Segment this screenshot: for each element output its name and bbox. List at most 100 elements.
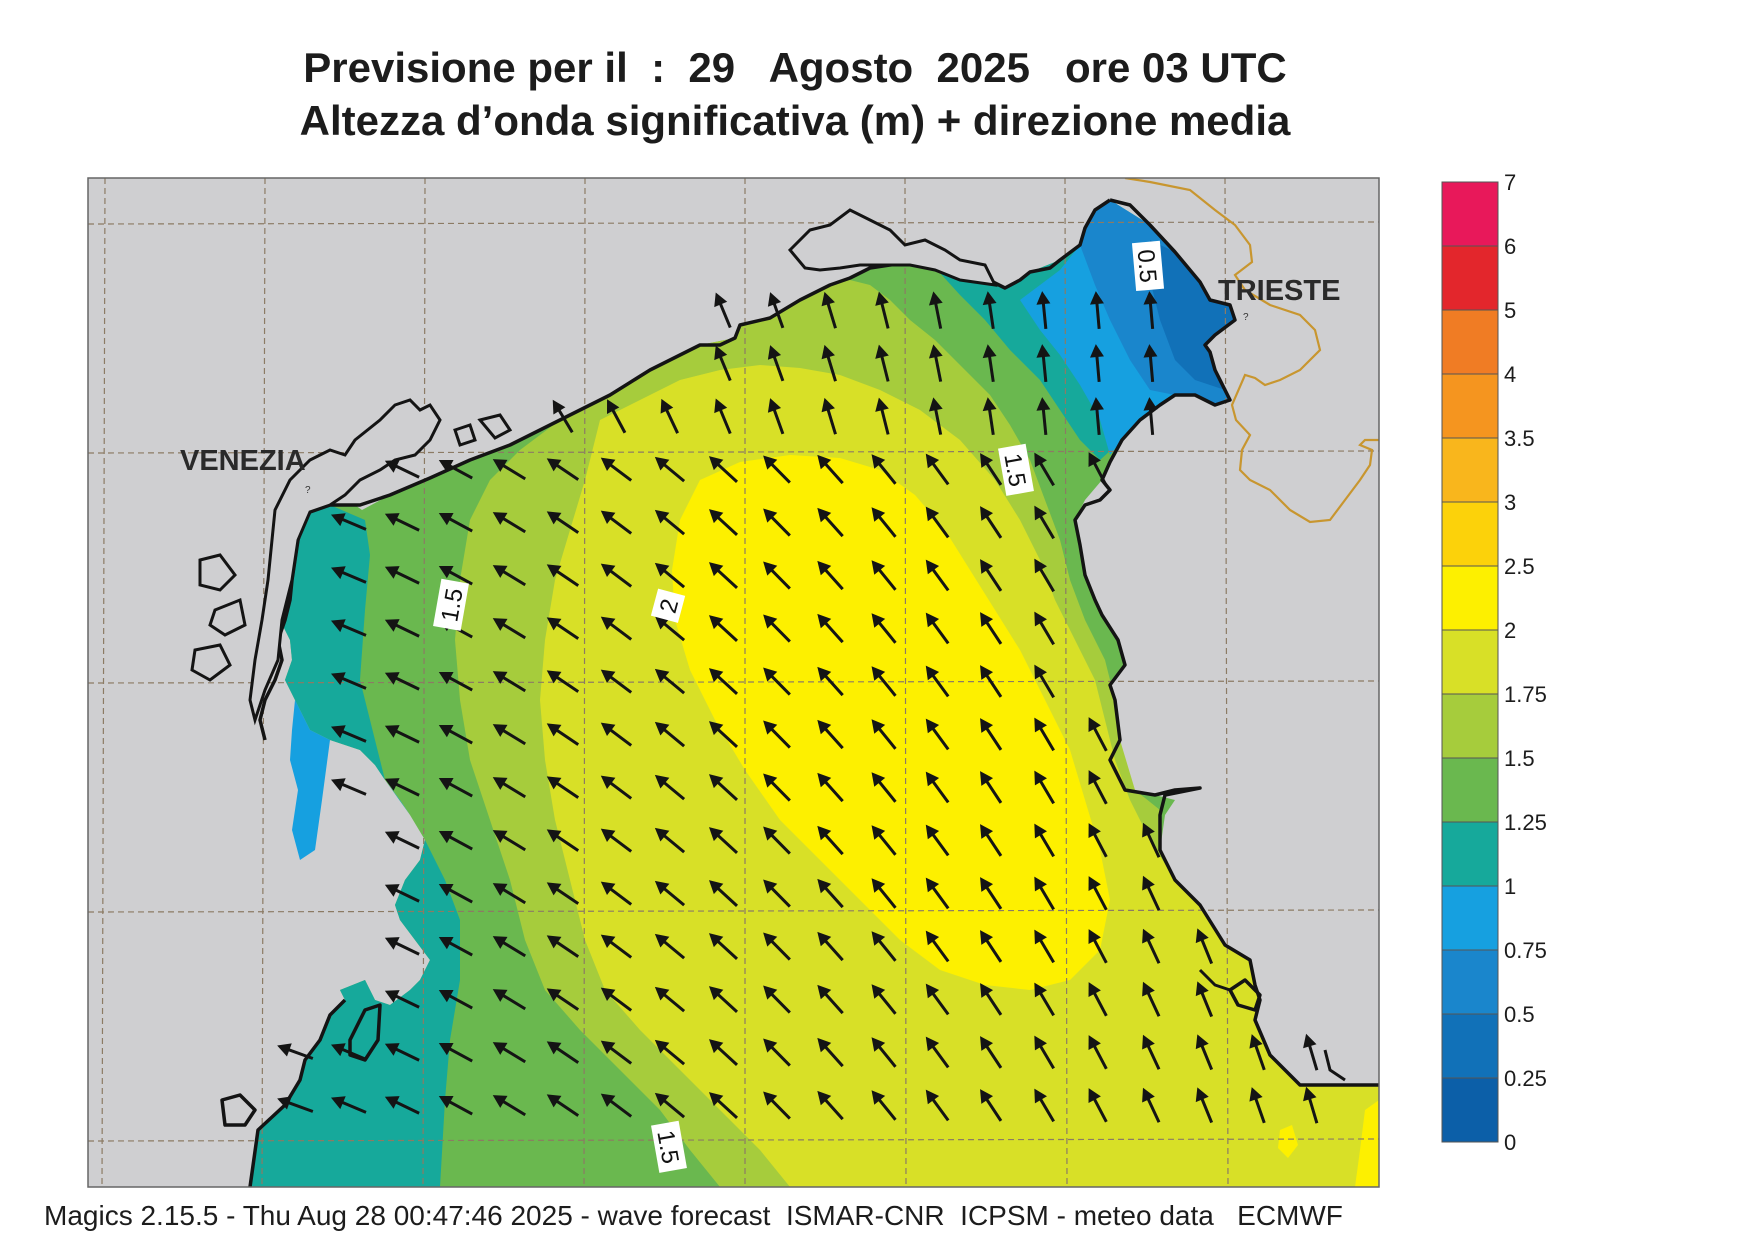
direction-arrow-head: [708, 615, 724, 630]
direction-arrow-head: [925, 930, 940, 946]
direction-arrow-head: [925, 559, 940, 575]
direction-arrow-head: [492, 883, 508, 896]
direction-arrow-head: [654, 1039, 670, 1054]
direction-arrow-head: [330, 778, 346, 792]
direction-arrow-head: [763, 561, 778, 576]
direction-arrow-head: [546, 935, 562, 949]
direction-arrow-head: [546, 1041, 562, 1055]
direction-arrow-head: [438, 936, 454, 950]
legend-tick-label: 5: [1504, 298, 1516, 323]
direction-arrow-head: [980, 983, 994, 998]
direction-arrow-head: [492, 777, 508, 790]
direction-arrow-head: [763, 985, 778, 1000]
direction-arrow-head: [763, 826, 778, 841]
direction-arrow-head: [821, 397, 835, 413]
direction-arrow-head: [875, 291, 889, 306]
direction-arrow-head: [871, 1037, 886, 1052]
direction-arrow-head: [546, 617, 562, 631]
legend-swatch: [1441, 501, 1499, 567]
legend-swatch: [1441, 885, 1499, 951]
direction-arrow-head: [330, 566, 346, 580]
legend-swatch: [1441, 949, 1499, 1015]
north-lagoon: [787, 208, 998, 287]
direction-arrow-head: [817, 772, 832, 788]
direction-arrow-head: [1036, 344, 1051, 358]
direction-arrow-head: [763, 932, 778, 947]
direction-arrow-head: [600, 934, 616, 948]
legend-tick-label: 2: [1504, 618, 1516, 643]
direction-arrow-head: [1034, 982, 1047, 998]
contour-label: 1.5: [651, 1128, 683, 1166]
direction-arrow-head: [980, 930, 994, 945]
direction-arrow-head: [1249, 1034, 1263, 1049]
direction-arrow-head: [384, 1096, 400, 1109]
direction-arrow-head: [763, 720, 778, 735]
place-label-trieste: TRIESTE: [1218, 275, 1340, 307]
direction-arrow-head: [654, 509, 670, 524]
direction-arrow-head: [1142, 1087, 1155, 1103]
direction-arrow-head: [552, 399, 566, 415]
direction-arrow-head: [1088, 717, 1101, 732]
direction-arrow-head: [600, 722, 616, 736]
direction-arrow-head: [384, 460, 400, 473]
direction-arrow-head: [384, 831, 400, 844]
direction-arrow-head: [600, 669, 616, 683]
direction-arrow-head: [708, 774, 724, 789]
legend-swatch: [1441, 1077, 1499, 1143]
map-plot-area: ? ?: [88, 178, 1379, 1187]
direction-arrow-head: [492, 830, 508, 843]
direction-arrow-head: [871, 931, 886, 946]
direction-arrow-head: [1034, 717, 1047, 733]
direction-arrow-head: [384, 725, 400, 738]
legend-swatch: [1441, 437, 1499, 503]
direction-arrow-head: [925, 665, 940, 681]
direction-arrow-head: [546, 829, 562, 843]
direction-arrow-head: [1036, 291, 1051, 305]
legend-tick-label: 2.5: [1504, 554, 1535, 579]
legend-tick-label: 1.75: [1504, 682, 1547, 707]
legend-tick-label: 3: [1504, 490, 1516, 515]
direction-arrow-head: [654, 456, 670, 471]
footer-credits: Magics 2.15.5 - Thu Aug 28 00:47:46 2025…: [44, 1200, 1343, 1231]
direction-arrow-head: [1088, 876, 1101, 891]
direction-arrow-head: [980, 453, 994, 468]
direction-arrow-head: [1195, 1087, 1209, 1103]
direction-arrow-head: [438, 830, 454, 844]
legend-tick-label: 1.5: [1504, 746, 1535, 771]
legend-swatch: [1441, 629, 1499, 695]
direction-arrow-head: [925, 506, 940, 522]
direction-arrow-head: [980, 718, 994, 733]
direction-arrow-head: [871, 878, 886, 893]
direction-arrow-head: [1088, 1088, 1101, 1103]
direction-arrow-head: [438, 1095, 454, 1109]
direction-arrow-head: [330, 672, 346, 686]
legend-tick-label: 7: [1504, 170, 1516, 195]
direction-arrow-head: [980, 1036, 994, 1051]
direction-arrow-head: [928, 397, 943, 412]
legend-tick-label: 4: [1504, 362, 1516, 387]
direction-arrow-head: [330, 1096, 346, 1110]
direction-arrow-head: [600, 563, 616, 577]
direction-arrow-head: [708, 668, 724, 683]
direction-arrow-head: [438, 565, 454, 579]
contour-label: 1.5: [436, 586, 468, 624]
direction-arrow-head: [654, 933, 670, 948]
trieste-marker: ?: [1243, 312, 1249, 323]
direction-arrow-head: [600, 457, 616, 471]
direction-arrow-head: [1090, 344, 1104, 358]
legend-tick-label: 6: [1504, 234, 1516, 259]
direction-arrow-head: [1142, 875, 1155, 891]
direction-arrow-head: [600, 510, 616, 524]
direction-arrow-head: [708, 509, 724, 524]
direction-arrow-head: [817, 1037, 832, 1053]
direction-arrow-head: [1034, 664, 1047, 680]
direction-arrow-head: [438, 671, 454, 685]
direction-arrow-head: [1088, 770, 1101, 785]
direction-arrow-head: [1034, 823, 1047, 839]
direction-arrow-head: [438, 777, 454, 791]
direction-arrow-head: [654, 721, 670, 736]
direction-arrow-head: [708, 721, 724, 736]
direction-arrow-head: [438, 724, 454, 738]
direction-arrow-head: [1195, 1034, 1209, 1050]
